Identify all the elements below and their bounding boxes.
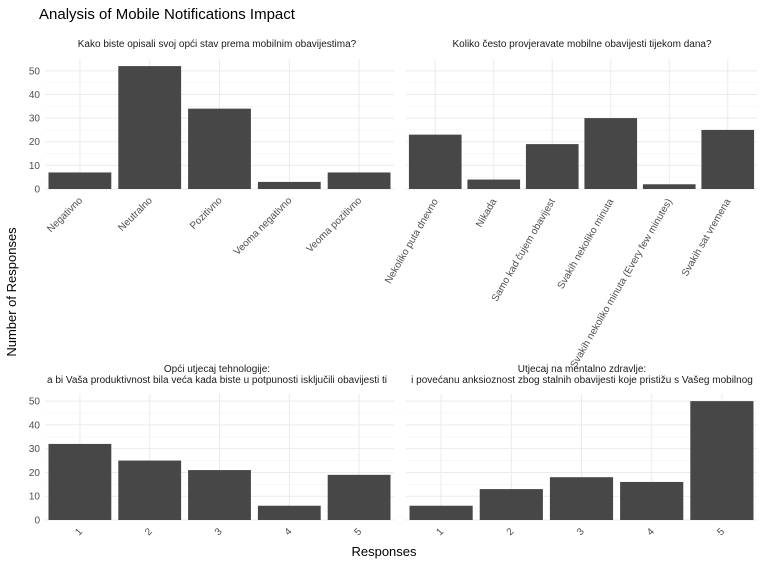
x-tick-label: 3	[213, 526, 225, 538]
bar-1-5	[327, 172, 391, 189]
x-tick-label: Nikada	[474, 197, 499, 230]
x-tick-label: Veoma pozitivno	[305, 195, 365, 255]
facet-subtitle: i povećanu anksioznost zbog stalnih obav…	[411, 375, 753, 386]
x-tick-label: Neutralno	[116, 195, 155, 234]
bar-4-2	[479, 489, 543, 520]
bar-2-1	[408, 134, 462, 189]
x-tick-label: 5	[715, 526, 727, 538]
x-tick-label: Negativno	[45, 195, 85, 235]
x-tick-label: Svakih nekoliko minuta	[556, 197, 617, 291]
y-axis-label: Number of Responses	[4, 227, 19, 357]
x-tick-label: 2	[143, 526, 155, 538]
facet-panel-2: Koliko često provjeravate mobilne obavij…	[383, 39, 757, 370]
y-tick-label: 10	[29, 492, 41, 503]
facet-title: Opći utjecaj tehnologije:	[164, 364, 270, 375]
x-tick-label: Pozitivno	[188, 195, 225, 232]
facet-panel-4: Utjecaj na mentalno zdravlje:i povećanu …	[406, 364, 757, 538]
y-tick-label: 50	[29, 397, 41, 408]
x-tick-label: 2	[505, 526, 517, 538]
y-tick-label: 10	[29, 161, 41, 172]
bar-2-4	[584, 118, 638, 189]
bar-4-1	[409, 505, 473, 520]
facet-panels: Kako biste opisali svoj opći stav prema …	[29, 39, 757, 538]
bar-3-4	[257, 505, 321, 520]
y-tick-label: 40	[29, 420, 41, 431]
x-tick-label: 5	[353, 526, 365, 538]
x-tick-label: 3	[575, 526, 587, 538]
bar-1-4	[257, 181, 321, 189]
bar-3-3	[188, 470, 251, 520]
facet-subtitle: a bi Vaša produktivnost bila veća kada b…	[47, 375, 387, 386]
bar-2-2	[467, 179, 521, 189]
y-tick-label: 50	[29, 66, 41, 77]
bar-2-6	[701, 129, 755, 189]
x-tick-label: Nekoliko puta dnevno	[383, 197, 441, 286]
bar-4-5	[690, 401, 754, 520]
facet-title: Kako biste opisali svoj opći stav prema …	[78, 39, 357, 50]
x-tick-label: 1	[73, 526, 85, 538]
y-tick-label: 30	[29, 444, 41, 455]
y-tick-label: 20	[29, 468, 41, 479]
bar-1-3	[188, 108, 251, 189]
bar-2-3	[525, 144, 579, 189]
y-tick-label: 40	[29, 90, 41, 101]
y-tick-label: 20	[29, 137, 41, 148]
y-tick-label: 0	[34, 516, 40, 527]
facet-panel-1: Kako biste opisali svoj opći stav prema …	[29, 39, 394, 258]
bar-4-4	[620, 481, 684, 520]
bar-1-2	[118, 66, 182, 189]
x-tick-label: Svakih nekoliko minuta (Every few minute…	[569, 197, 675, 370]
bar-3-2	[118, 460, 182, 520]
bar-1-1	[48, 172, 112, 189]
x-tick-label: 1	[435, 526, 447, 538]
facet-title: Koliko često provjeravate mobilne obavij…	[452, 39, 711, 50]
bar-4-3	[549, 477, 614, 520]
x-tick-label: 4	[645, 526, 657, 538]
y-tick-label: 0	[34, 185, 40, 196]
bar-3-5	[327, 474, 391, 520]
facet-panel-3: Opći utjecaj tehnologije:a bi Vaša produ…	[29, 364, 394, 538]
bar-2-5	[642, 184, 696, 189]
facet-title: Utjecaj na mentalno zdravlje:	[518, 364, 646, 375]
x-tick-label: 4	[283, 526, 295, 538]
x-tick-label: Samo kad čujem obavijest	[490, 197, 558, 304]
y-tick-label: 30	[29, 114, 41, 125]
bar-3-1	[48, 443, 112, 520]
chart-title: Analysis of Mobile Notifications Impact	[39, 6, 296, 23]
x-axis-label: Responses	[351, 544, 417, 559]
x-tick-label: Veoma negativno	[232, 195, 295, 258]
x-tick-label: Svakih sat vremena	[680, 197, 734, 279]
